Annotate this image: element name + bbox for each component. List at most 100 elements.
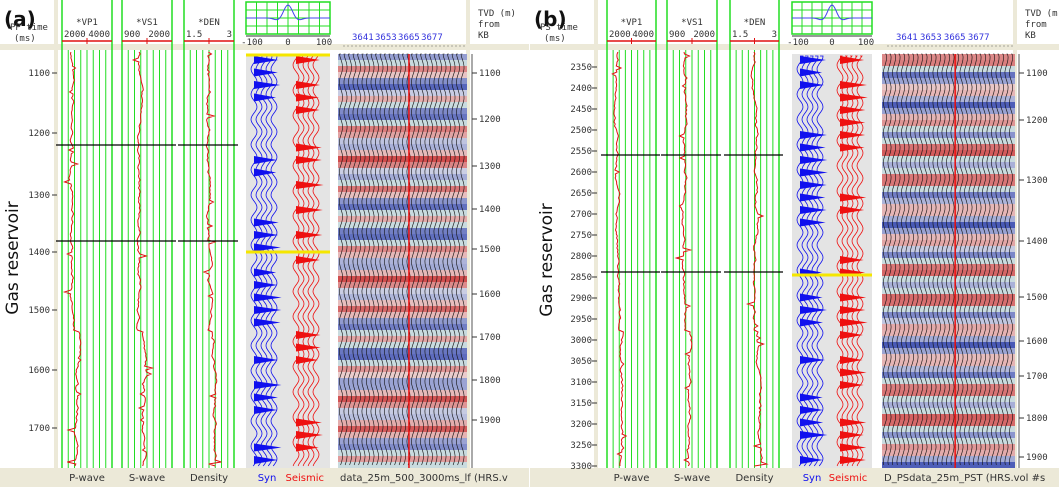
panel-a: (a)PP time(ms) 1100 1200 1300 1400 1500 1600 17… [0,0,529,487]
scale-min: 1.5 [186,30,202,40]
synthetic-peak [254,168,277,177]
right-axis-title: from [1025,20,1047,30]
trace-tick [895,45,897,47]
seismic-amplitude-band [338,174,467,180]
synthetic-peak [254,68,278,77]
seismic-wiggle [397,53,402,466]
trace-tick [419,45,421,47]
left-axis-tick-label: 3100 [570,378,592,388]
trace-tick [375,45,377,47]
seismic-peak [840,193,867,202]
seismic-wiggle [348,53,352,466]
seismic-wiggle [415,53,420,466]
left-axis-tick-label: 1300 [28,191,50,201]
track-footer-label: P-wave [614,473,650,484]
seismic-amplitude-band [338,432,467,438]
seismic-amplitude-band [338,456,467,462]
trace-tick [935,45,937,47]
left-axis-title: PP time [10,23,48,33]
panel-label: (b) [534,7,567,31]
right-axis-title: TVD (m) [478,9,516,19]
left-axis-tick-label: 1400 [28,248,50,258]
trace-tick [975,45,977,47]
seismic-wiggle [402,53,406,466]
seismic-amplitude-band [338,156,467,162]
seismic-amplitude-band [882,282,1015,288]
seismic-amplitude-band [338,294,467,300]
trace-tick [899,45,901,47]
seismic-amplitude-band [882,222,1015,228]
track-footer-label: Density [190,473,228,484]
seismic-peak [840,381,864,389]
seismic-amplitude-band [338,462,467,468]
seismic-amplitude-band [882,144,1015,150]
seismic-amplitude-band [882,162,1015,168]
seismic-amplitude-band [338,336,467,342]
synthetic-peak [800,406,824,414]
footer-bar [0,468,529,487]
log-curve [745,51,769,467]
seismic-amplitude-band [882,384,1015,390]
trace-tick [963,45,965,47]
seismic-amplitude-band [882,234,1015,240]
right-axis-tick-label: 1900 [1026,453,1048,463]
right-axis-tick-label: 1600 [479,290,501,300]
trace-tick [1003,45,1005,47]
seismic-peak [840,118,866,127]
scale-max: 2000 [148,30,170,40]
seismic-peak [296,56,320,64]
seismic-wiggle [384,53,388,466]
seismic-amplitude-band [338,264,467,270]
seismic-wiggle [901,53,905,466]
seismic-wiggle [932,53,937,466]
trace-tick [979,45,981,47]
trace-tick [363,45,365,47]
curve-name: *VS1 [136,18,158,28]
seismic-amplitude-band [338,270,467,276]
left-axis-tick-label: 2550 [570,147,592,157]
seismic-peak [296,156,322,164]
seismic-wiggle [896,53,901,466]
seismic-amplitude-band [882,276,1015,282]
seismic-amplitude-band [338,300,467,306]
seismic-amplitude-band [882,426,1015,432]
seismic-peak [840,368,867,377]
log-curve [202,51,222,467]
scale-max: 2000 [693,30,715,40]
seismic-wiggle [379,53,384,466]
seismic-peak [840,418,867,427]
left-axis-tick-label: 1200 [28,129,50,139]
left-axis-tick-label: 3050 [570,357,592,367]
seismic-wiggle [339,53,343,466]
curve-name: *DEN [198,18,220,28]
seismic-amplitude-band [882,96,1015,102]
trace-tick [931,45,933,47]
seismic-wiggle [442,53,447,466]
seismic-amplitude-band [882,324,1015,330]
trace-tick [355,45,357,47]
trace-tick [915,45,917,47]
synthetic-peak [800,306,827,314]
trace-number: 3653 [920,33,942,43]
trace-tick [903,45,905,47]
curve-name: *DEN [744,18,766,28]
seismic-amplitude-band [338,372,467,378]
wavelet-axis-label: -100 [241,38,263,48]
synthetic-peak [800,168,828,177]
right-axis-tick-label: 1400 [1026,237,1048,247]
synthetic-peak [254,93,277,102]
trace-tick [427,45,429,47]
seismic-amplitude-band [338,234,467,240]
seismic-amplitude-band [338,144,467,150]
seismic-amplitude-band [882,294,1015,300]
seismic-amplitude-band [882,432,1015,438]
left-axis-unit: (ms) [14,34,36,44]
scale-min: 2000 [64,30,86,40]
seismic-peak [840,106,866,114]
seismic-wiggle [357,53,361,466]
seismic-peak [840,431,864,439]
trace-tick [1007,45,1009,47]
trace-tick [431,45,433,47]
trace-tick [951,45,953,47]
seismic-amplitude-band [882,246,1015,252]
